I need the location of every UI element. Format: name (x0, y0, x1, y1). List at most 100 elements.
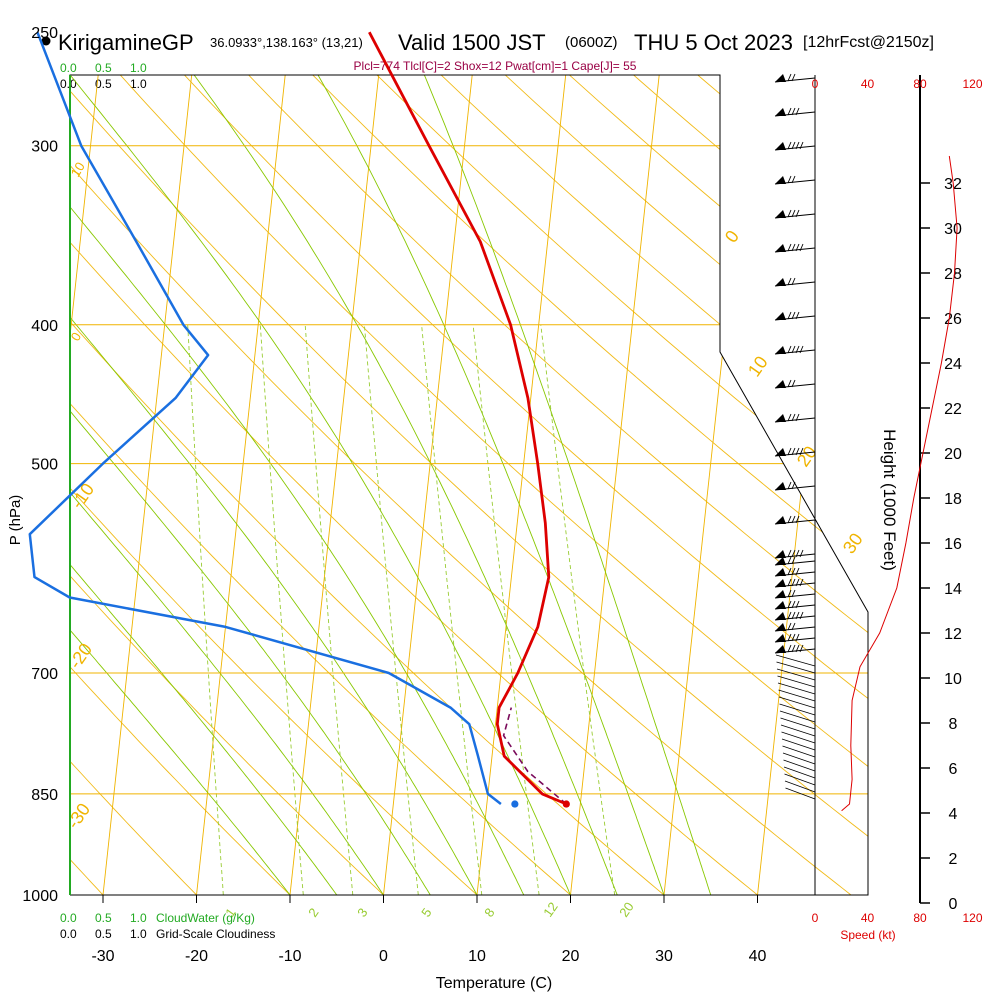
low-level-wind-staff (785, 787, 816, 800)
barb-feather (791, 277, 796, 286)
moist-adiabat (70, 75, 291, 895)
speed-tick-label: 40 (861, 911, 875, 925)
wind-barb-icon (774, 611, 816, 621)
height-tick-label: 28 (944, 266, 962, 283)
profiles (28, 31, 570, 808)
barb-flag (775, 601, 786, 609)
barb-feather (787, 447, 792, 456)
barb-feather (795, 345, 800, 354)
wind-barb-icon (774, 311, 816, 321)
cw-tick: 1.0 (130, 61, 147, 75)
height-tick-label: 12 (944, 626, 962, 643)
barb-feather (795, 141, 800, 150)
moist-adiabat (70, 75, 384, 895)
barb-flag (775, 414, 786, 422)
cloud-water-label: CloudWater (g/Kg) (156, 911, 255, 925)
barb-flag (775, 516, 786, 524)
station-coords: 36.0933°,138.163° (13,21) (210, 35, 363, 50)
barb-feather (799, 447, 804, 456)
height-axis-title: Height (1000 Feet) (880, 429, 899, 571)
pressure-tick-label: 1000 (22, 888, 58, 905)
isotherm-label: 0 (721, 227, 743, 247)
barb-feather (791, 644, 796, 653)
moist-adiabat (70, 75, 338, 895)
barb-flag (775, 346, 786, 354)
pressure-tick-label: 850 (31, 787, 58, 804)
barb-feather (795, 644, 800, 653)
low-level-wind-staff (784, 780, 816, 793)
barb-feather (791, 549, 796, 558)
low-level-wind-staff (776, 661, 816, 674)
barb-feather (791, 311, 796, 320)
temperature-tick-label: 20 (562, 948, 580, 965)
moist-adiabat (70, 75, 478, 895)
barb-feather (791, 141, 796, 150)
barb-feather (795, 549, 800, 558)
height-tick-label: 24 (944, 356, 962, 373)
barb-feather (799, 578, 804, 587)
mixing-ratio-line (259, 324, 304, 895)
plot-border (69, 74, 869, 896)
barb-feather (787, 622, 792, 631)
low-level-wind-staff (781, 738, 816, 751)
barb-feather (787, 413, 792, 422)
dry-adiabat (432, 75, 868, 895)
stability-indices: Plcl=774 Tlcl[C]=2 Shox=12 Pwat[cm]=1 Ca… (354, 59, 637, 73)
barb-flag (775, 482, 786, 490)
barb-flag (775, 74, 786, 82)
barb-flag (775, 176, 786, 184)
barb-feather (799, 644, 804, 653)
wind-barb-icon (774, 549, 816, 559)
wind-barb-icon (774, 481, 816, 491)
low-level-wind-staff (783, 766, 816, 779)
speed-tick-label: 40 (861, 77, 875, 91)
dry-adiabat (121, 75, 868, 895)
wind-speed-curve (841, 155, 958, 812)
wind-barb-icon (774, 644, 816, 654)
wind-barb-icon (774, 277, 816, 287)
moist-adiabat (70, 75, 431, 895)
y-axis-title: P (hPa) (7, 495, 24, 546)
barb-flag (775, 568, 786, 576)
barb-feather (787, 578, 792, 587)
speed-tick-label: 120 (962, 911, 982, 925)
cloudiness-label: Grid-Scale Cloudiness (156, 927, 275, 941)
cw-tick: 0.0 (60, 61, 77, 75)
barb-flag (775, 312, 786, 320)
barb-feather (799, 345, 804, 354)
moist-adiabat (70, 75, 571, 895)
moist-adiabat (400, 75, 712, 895)
cloud-water-scale-bottom: 0.0 0.5 1.0 CloudWater (g/Kg) 0.0 0.5 1.… (60, 911, 275, 941)
mixing-ratio-label: 2 (305, 905, 321, 920)
barb-feather (791, 345, 796, 354)
barb-feather (799, 243, 804, 252)
wind-barb-icon (774, 73, 816, 83)
barb-feather (791, 243, 796, 252)
height-tick-label: 8 (949, 716, 958, 733)
barb-flag (775, 244, 786, 252)
pressure-tick-label: 250 (31, 25, 58, 42)
barb-feather (795, 209, 800, 218)
barb-feather (787, 73, 792, 82)
cw-tick: 0.5 (95, 911, 112, 925)
cloudiness-tick: 0.5 (95, 927, 112, 941)
barb-feather (787, 556, 792, 565)
barb-feather (791, 600, 796, 609)
forecast-label: [12hrFcst@2150z] (803, 34, 934, 51)
wind-barb-icon (774, 379, 816, 389)
barb-feather (799, 141, 804, 150)
barb-flag (775, 645, 786, 653)
isotherm-label: 10 (68, 159, 88, 179)
low-level-wind-staff (779, 703, 816, 716)
temperature-tick-label: 10 (468, 948, 486, 965)
barb-feather (795, 311, 800, 320)
wind-barb-icon (774, 413, 816, 423)
wind-barb-icon (774, 578, 816, 588)
zulu-time: (0600Z) (565, 34, 618, 51)
barb-flag (775, 210, 786, 218)
pressure-tick-label: 400 (31, 318, 58, 335)
low-level-wind-staff (780, 724, 816, 737)
mixing-ratio-label: 5 (418, 905, 434, 920)
barb-feather (791, 73, 796, 82)
dry-adiabat (556, 75, 868, 895)
